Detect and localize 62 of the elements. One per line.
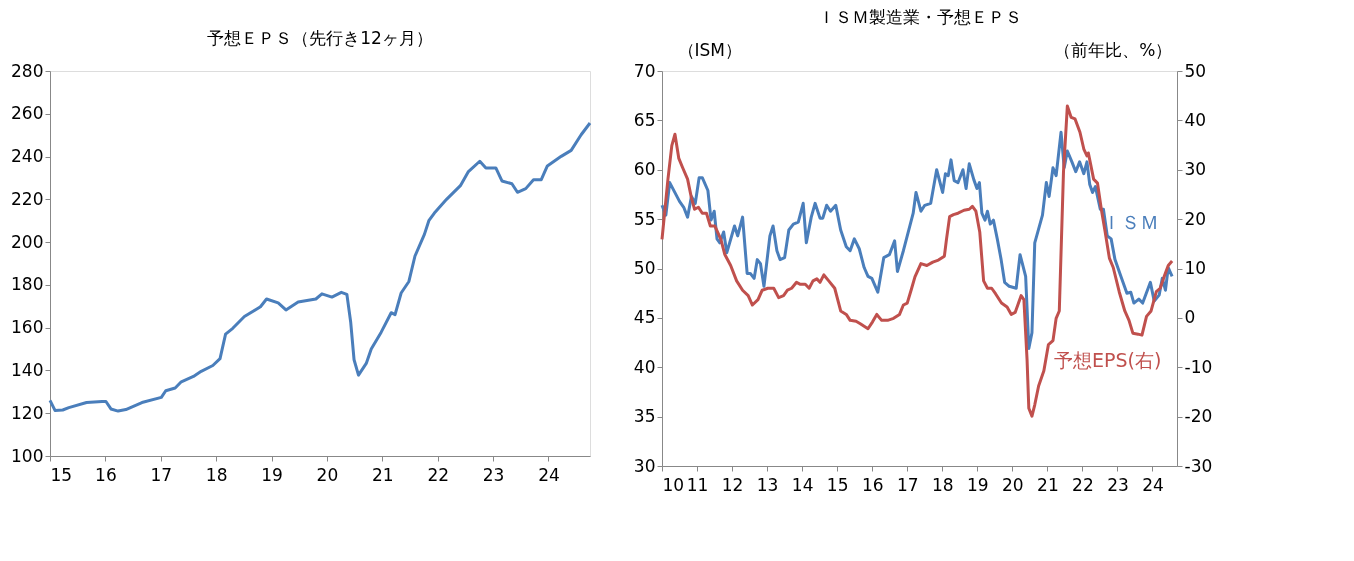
x-tick-label: 17 (150, 464, 173, 485)
x-tick-label: 24 (1142, 474, 1164, 495)
y-tick-label: 70 (633, 60, 656, 81)
y2-tick-label: -10 (1184, 356, 1213, 377)
line-series (660, 104, 1174, 418)
x-tick-label: 12 (721, 474, 744, 495)
y2-tick-label: -30 (1184, 455, 1213, 476)
x-tick-label: 10 (662, 474, 685, 495)
x-tick-label: 22 (427, 464, 450, 485)
x-tick-label: 23 (482, 464, 505, 485)
y-tick-label: 60 (633, 159, 656, 180)
x-tick-label: 22 (1072, 474, 1094, 495)
y-axis-title: （ISM） (677, 39, 742, 60)
y-tick-label: 120 (11, 402, 44, 423)
y-tick-label: 180 (11, 274, 44, 295)
x-tick-label: 16 (861, 474, 884, 495)
y-tick-label: 30 (633, 455, 656, 476)
y-tick-label: 35 (633, 406, 656, 427)
y-tick-label: 160 (11, 317, 44, 338)
y2-tick-label: 0 (1184, 307, 1196, 328)
x-tick-label: 13 (756, 474, 779, 495)
x-tick-label: 19 (261, 464, 283, 485)
chart-title: ＩＳＭ製造業・予想ＥＰＳ (817, 7, 1022, 27)
x-tick-label: 11 (686, 474, 709, 495)
y2-tick-label: 10 (1184, 258, 1207, 278)
y2-tick-label: 50 (1184, 60, 1207, 81)
y-tick-label: 220 (11, 188, 44, 209)
y-tick-label: 100 (11, 445, 44, 466)
y-tick-label: 140 (11, 359, 44, 380)
x-tick-label: 15 (50, 464, 73, 485)
y-tick-label: 50 (633, 258, 656, 278)
chart-title: 予想ＥＰＳ（先行き12ヶ月） (207, 28, 433, 48)
line-series (660, 130, 1174, 350)
x-tick-label: 18 (931, 474, 954, 495)
y-tick-label: 280 (11, 60, 44, 81)
x-tick-label: 21 (1037, 474, 1059, 495)
y2-axis-title: （前年比、%） (1054, 39, 1173, 60)
y2-tick-label: -20 (1184, 406, 1213, 427)
x-tick-label: 23 (1107, 474, 1129, 495)
x-tick-label: 18 (205, 464, 228, 485)
line-series (48, 121, 592, 413)
y-tick-label: 65 (633, 109, 656, 130)
y-tick-label: 240 (11, 146, 44, 167)
x-tick-label: 19 (966, 474, 989, 495)
x-tick-label: 14 (791, 474, 814, 495)
y-tick-label: 260 (11, 103, 44, 124)
x-tick-label: 21 (371, 464, 394, 485)
y-tick-label: 200 (11, 231, 44, 252)
x-tick-label: 17 (896, 474, 919, 495)
y2-tick-label: 20 (1184, 208, 1207, 229)
x-tick-label: 20 (316, 464, 339, 485)
series-label: ＩＳＭ (1102, 211, 1159, 233)
y-tick-label: 40 (633, 356, 656, 377)
x-tick-label: 20 (1002, 474, 1024, 495)
x-tick-label: 24 (538, 464, 560, 485)
y2-tick-label: 40 (1184, 109, 1207, 130)
y-tick-label: 45 (633, 307, 656, 328)
x-tick-label: 16 (95, 464, 117, 485)
series-label: 予想EPS(右) (1054, 349, 1162, 371)
y-tick-label: 55 (633, 208, 656, 229)
y2-tick-label: 30 (1184, 159, 1207, 180)
x-tick-label: 15 (826, 474, 849, 495)
